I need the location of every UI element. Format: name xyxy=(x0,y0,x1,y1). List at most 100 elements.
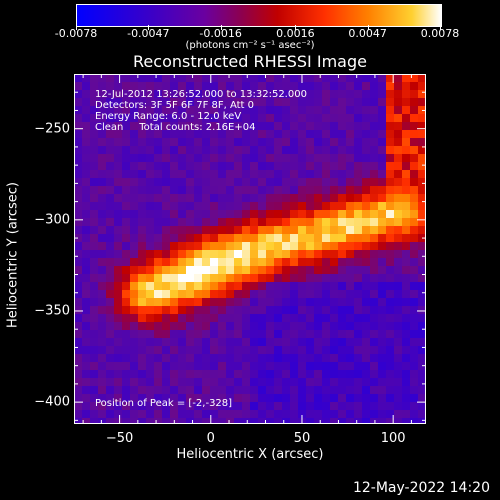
heatmap-cell xyxy=(378,298,386,306)
heatmap-cell xyxy=(122,234,130,242)
heatmap-cell xyxy=(250,370,258,378)
heatmap-cell xyxy=(362,178,370,186)
heatmap-cell xyxy=(226,234,234,242)
heatmap-cell xyxy=(178,402,186,410)
heatmap-cell xyxy=(242,338,250,346)
heatmap-cell xyxy=(274,90,282,98)
heatmap-cell xyxy=(178,106,186,114)
heatmap-cell xyxy=(410,106,418,114)
heatmap-cell xyxy=(290,90,298,98)
heatmap-cell xyxy=(306,266,314,274)
heatmap-cell xyxy=(154,394,162,402)
heatmap-cell xyxy=(98,146,106,154)
heatmap-cell xyxy=(90,146,98,154)
heatmap-cell xyxy=(402,122,410,130)
heatmap-cell xyxy=(370,74,378,82)
heatmap-cell xyxy=(138,418,146,424)
heatmap-cell xyxy=(130,394,138,402)
heatmap-cell xyxy=(154,106,162,114)
heatmap-cell xyxy=(90,266,98,274)
heatmap-cell xyxy=(314,314,322,322)
detectors: Detectors: 3F 5F 6F 7F 8F, Att 0 xyxy=(95,100,255,111)
heatmap-cell xyxy=(194,114,202,122)
heatmap-cell xyxy=(386,98,394,106)
heatmap-cell xyxy=(298,234,306,242)
heatmap-cell xyxy=(218,346,226,354)
heatmap-cell xyxy=(410,418,418,424)
heatmap-cell xyxy=(202,210,210,218)
heatmap-cell xyxy=(122,250,130,258)
heatmap-cell xyxy=(378,186,386,194)
heatmap-cell xyxy=(258,410,266,418)
heatmap-cell xyxy=(146,114,154,122)
heatmap-cell xyxy=(258,322,266,330)
heatmap-cell xyxy=(146,258,154,266)
heatmap-cell xyxy=(74,130,82,138)
heatmap-cell xyxy=(138,90,146,98)
heatmap-cell xyxy=(258,362,266,370)
heatmap-cell xyxy=(282,290,290,298)
heatmap-cell xyxy=(154,258,162,266)
heatmap-cell xyxy=(98,266,106,274)
heatmap-cell xyxy=(186,354,194,362)
heatmap-cell xyxy=(226,138,234,146)
heatmap-cell xyxy=(274,402,282,410)
heatmap-cell xyxy=(250,362,258,370)
heatmap-cell xyxy=(138,250,146,258)
heatmap-cell xyxy=(338,202,346,210)
heatmap-cell xyxy=(314,418,322,424)
heatmap-cell xyxy=(98,346,106,354)
heatmap-cell xyxy=(306,106,314,114)
heatmap-cell xyxy=(130,122,138,130)
heatmap-cell xyxy=(90,298,98,306)
heatmap-cell xyxy=(314,330,322,338)
heatmap-cell xyxy=(418,82,426,90)
heatmap-cell xyxy=(258,162,266,170)
heatmap-cell xyxy=(290,106,298,114)
heatmap-cell xyxy=(338,210,346,218)
heatmap-cell xyxy=(90,410,98,418)
heatmap-cell xyxy=(114,234,122,242)
heatmap-cell xyxy=(202,354,210,362)
heatmap-cell xyxy=(210,178,218,186)
heatmap-cell xyxy=(314,226,322,234)
heatmap-cell xyxy=(226,266,234,274)
heatmap-cell xyxy=(242,98,250,106)
heatmap-cell xyxy=(82,370,90,378)
heatmap-cell xyxy=(386,138,394,146)
heatmap-cell xyxy=(218,266,226,274)
heatmap-cell xyxy=(146,74,154,82)
heatmap-cell xyxy=(162,298,170,306)
heatmap-cell xyxy=(162,322,170,330)
heatmap-cell xyxy=(306,354,314,362)
heatmap-cell xyxy=(226,330,234,338)
heatmap-cell xyxy=(290,354,298,362)
heatmap-cell xyxy=(234,162,242,170)
heatmap-cell xyxy=(394,354,402,362)
heatmap-cell xyxy=(394,90,402,98)
heatmap-cell xyxy=(394,146,402,154)
heatmap-cell xyxy=(98,298,106,306)
heatmap-cell xyxy=(362,394,370,402)
heatmap-cell xyxy=(170,218,178,226)
heatmap-cell xyxy=(322,146,330,154)
heatmap-cell xyxy=(402,74,410,82)
heatmap-cell xyxy=(218,410,226,418)
heatmap-cell xyxy=(146,314,154,322)
heatmap-cell xyxy=(282,274,290,282)
heatmap-cell xyxy=(234,210,242,218)
heatmap-cell xyxy=(306,154,314,162)
heatmap-cell xyxy=(282,370,290,378)
heatmap-cell xyxy=(186,258,194,266)
heatmap-cell xyxy=(338,362,346,370)
heatmap-cell xyxy=(378,74,386,82)
heatmap-cell xyxy=(338,410,346,418)
heatmap-cell xyxy=(402,186,410,194)
heatmap-cell xyxy=(282,362,290,370)
heatmap-cell xyxy=(234,298,242,306)
heatmap-cell xyxy=(290,218,298,226)
heatmap-cell xyxy=(330,322,338,330)
heatmap-cell xyxy=(282,162,290,170)
heatmap-cell xyxy=(122,370,130,378)
heatmap-cell xyxy=(298,82,306,90)
